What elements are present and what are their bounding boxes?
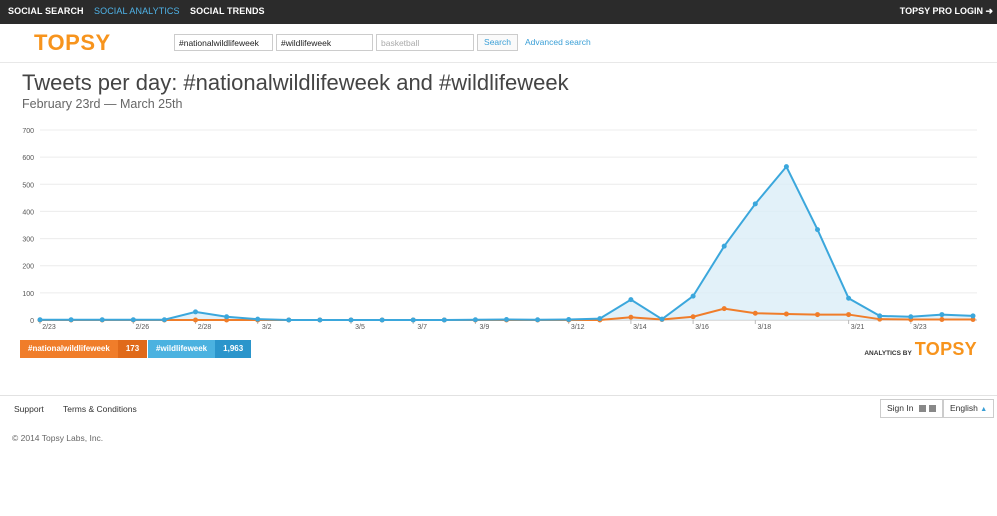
series-point-1 (690, 293, 696, 299)
x-tick-label: 2/28 (198, 324, 212, 331)
analytics-by-label: ANALYTICS BY (864, 350, 912, 357)
page-title: Tweets per day: #nationalwildlifeweek an… (22, 70, 569, 95)
pro-login-link[interactable]: TOPSY PRO LOGIN ➜ (899, 6, 993, 16)
series-point-1 (597, 316, 603, 322)
x-tick-label: 3/23 (913, 324, 927, 331)
search-button[interactable]: Search (477, 34, 518, 51)
x-tick-label: 3/9 (480, 324, 490, 331)
series-point-0 (193, 317, 198, 323)
series-point-1 (161, 317, 167, 323)
y-tick-label: 100 (22, 291, 34, 298)
legend-wildlifeweek[interactable]: #wildlifeweek 1,963 (148, 340, 252, 358)
series-point-1 (535, 317, 541, 323)
x-tick-label: 3/21 (851, 324, 865, 331)
y-tick-label: 400 (22, 209, 34, 216)
series-point-1 (224, 314, 230, 320)
legend-series-name: #nationalwildlifeweek (20, 340, 118, 358)
footer-divider (0, 395, 997, 396)
series-point-1 (628, 297, 634, 303)
topsy-brand-logo: TOPSY (914, 339, 977, 359)
x-tick-label: 3/5 (355, 324, 365, 331)
x-tick-label: 3/16 (695, 324, 709, 331)
twitter-icon (918, 405, 926, 412)
y-tick-label: 300 (22, 237, 34, 244)
series-area-1 (40, 166, 973, 320)
series-point-0 (939, 316, 945, 322)
analytics-by-topsy: ANALYTICS BY TOPSY (864, 339, 977, 360)
y-tick-label: 0 (30, 318, 34, 325)
top-navigation-bar: SOCIAL SEARCH SOCIAL ANALYTICS SOCIAL TR… (0, 0, 997, 24)
advanced-search-link[interactable]: Advanced search (525, 37, 591, 47)
series-point-1 (815, 227, 820, 233)
series-point-0 (783, 311, 789, 317)
sign-in-label: Sign In (887, 403, 914, 413)
series-point-1 (752, 201, 758, 207)
series-point-0 (815, 312, 820, 318)
series-point-1 (99, 317, 105, 323)
series-point-1 (130, 317, 136, 323)
topsy-logo[interactable]: TOPSY (34, 30, 111, 55)
series-point-1 (472, 317, 478, 323)
legend-series-count: 1,963 (215, 340, 252, 358)
series-point-1 (504, 316, 509, 322)
support-link[interactable]: Support (14, 404, 44, 414)
series-point-1 (939, 312, 945, 318)
series-point-0 (752, 310, 758, 316)
series-point-1 (37, 317, 43, 323)
x-tick-label: 3/7 (417, 324, 427, 331)
series-point-1 (908, 314, 914, 320)
date-range-subtitle: February 23rd — March 25th (22, 97, 183, 111)
series-point-0 (970, 316, 976, 322)
facebook-icon (929, 405, 937, 412)
series-point-1 (379, 317, 385, 323)
search-bar: TOPSY Search Advanced search (0, 24, 997, 63)
sign-in-button[interactable]: Sign In (880, 399, 944, 418)
series-point-0 (628, 314, 634, 320)
x-tick-label: 3/18 (757, 324, 771, 331)
legend-series-count: 173 (117, 340, 148, 358)
series-point-1 (410, 317, 416, 323)
tweets-per-day-chart: 0 100 200 300 400 500 600 700 2/23 2/26 2/28 3/2 3/5… (22, 128, 977, 331)
series-point-0 (846, 312, 852, 318)
series-point-1 (846, 295, 852, 301)
copyright-text: © 2014 Topsy Labs, Inc. (12, 433, 104, 443)
series-point-1 (317, 317, 323, 323)
series-point-1 (255, 316, 261, 322)
terms-link[interactable]: Terms & Conditions (63, 404, 137, 414)
series-point-1 (970, 313, 976, 319)
series-point-1 (721, 243, 727, 249)
legend-nationalwildlifeweek[interactable]: #nationalwildlifeweek 173 (20, 340, 148, 358)
nav-social-search[interactable]: SOCIAL SEARCH (8, 6, 84, 16)
x-tick-label: 2/23 (42, 324, 56, 331)
series-point-0 (690, 314, 696, 320)
search-term-1-input[interactable] (174, 34, 273, 51)
x-tick-label: 2/26 (135, 324, 149, 331)
series-point-1 (566, 316, 572, 322)
series-point-1 (783, 164, 789, 170)
nav-social-analytics[interactable]: SOCIAL ANALYTICS (94, 6, 180, 16)
series-point-1 (659, 316, 665, 322)
series-point-1 (877, 313, 883, 319)
y-tick-label: 200 (22, 264, 34, 271)
y-tick-label: 700 (22, 128, 34, 135)
series-point-1 (286, 317, 292, 323)
x-tick-label: 3/14 (633, 324, 647, 331)
series-point-1 (348, 317, 354, 323)
x-tick-label: 3/2 (262, 324, 272, 331)
x-tick-label: 3/12 (571, 324, 585, 331)
language-selector[interactable]: English ▲ (943, 399, 995, 418)
search-term-3-input[interactable] (376, 34, 474, 51)
y-tick-label: 500 (22, 182, 34, 189)
y-tick-label: 600 (22, 155, 34, 162)
legend-series-name: #wildlifeweek (148, 340, 216, 358)
series-point-1 (68, 317, 74, 323)
language-label: English (950, 403, 978, 413)
caret-up-icon: ▲ (980, 406, 988, 413)
series-point-0 (721, 306, 727, 312)
nav-social-trends[interactable]: SOCIAL TRENDS (190, 6, 265, 16)
search-term-2-input[interactable] (276, 34, 373, 51)
series-point-1 (193, 309, 198, 315)
series-point-1 (441, 317, 447, 323)
